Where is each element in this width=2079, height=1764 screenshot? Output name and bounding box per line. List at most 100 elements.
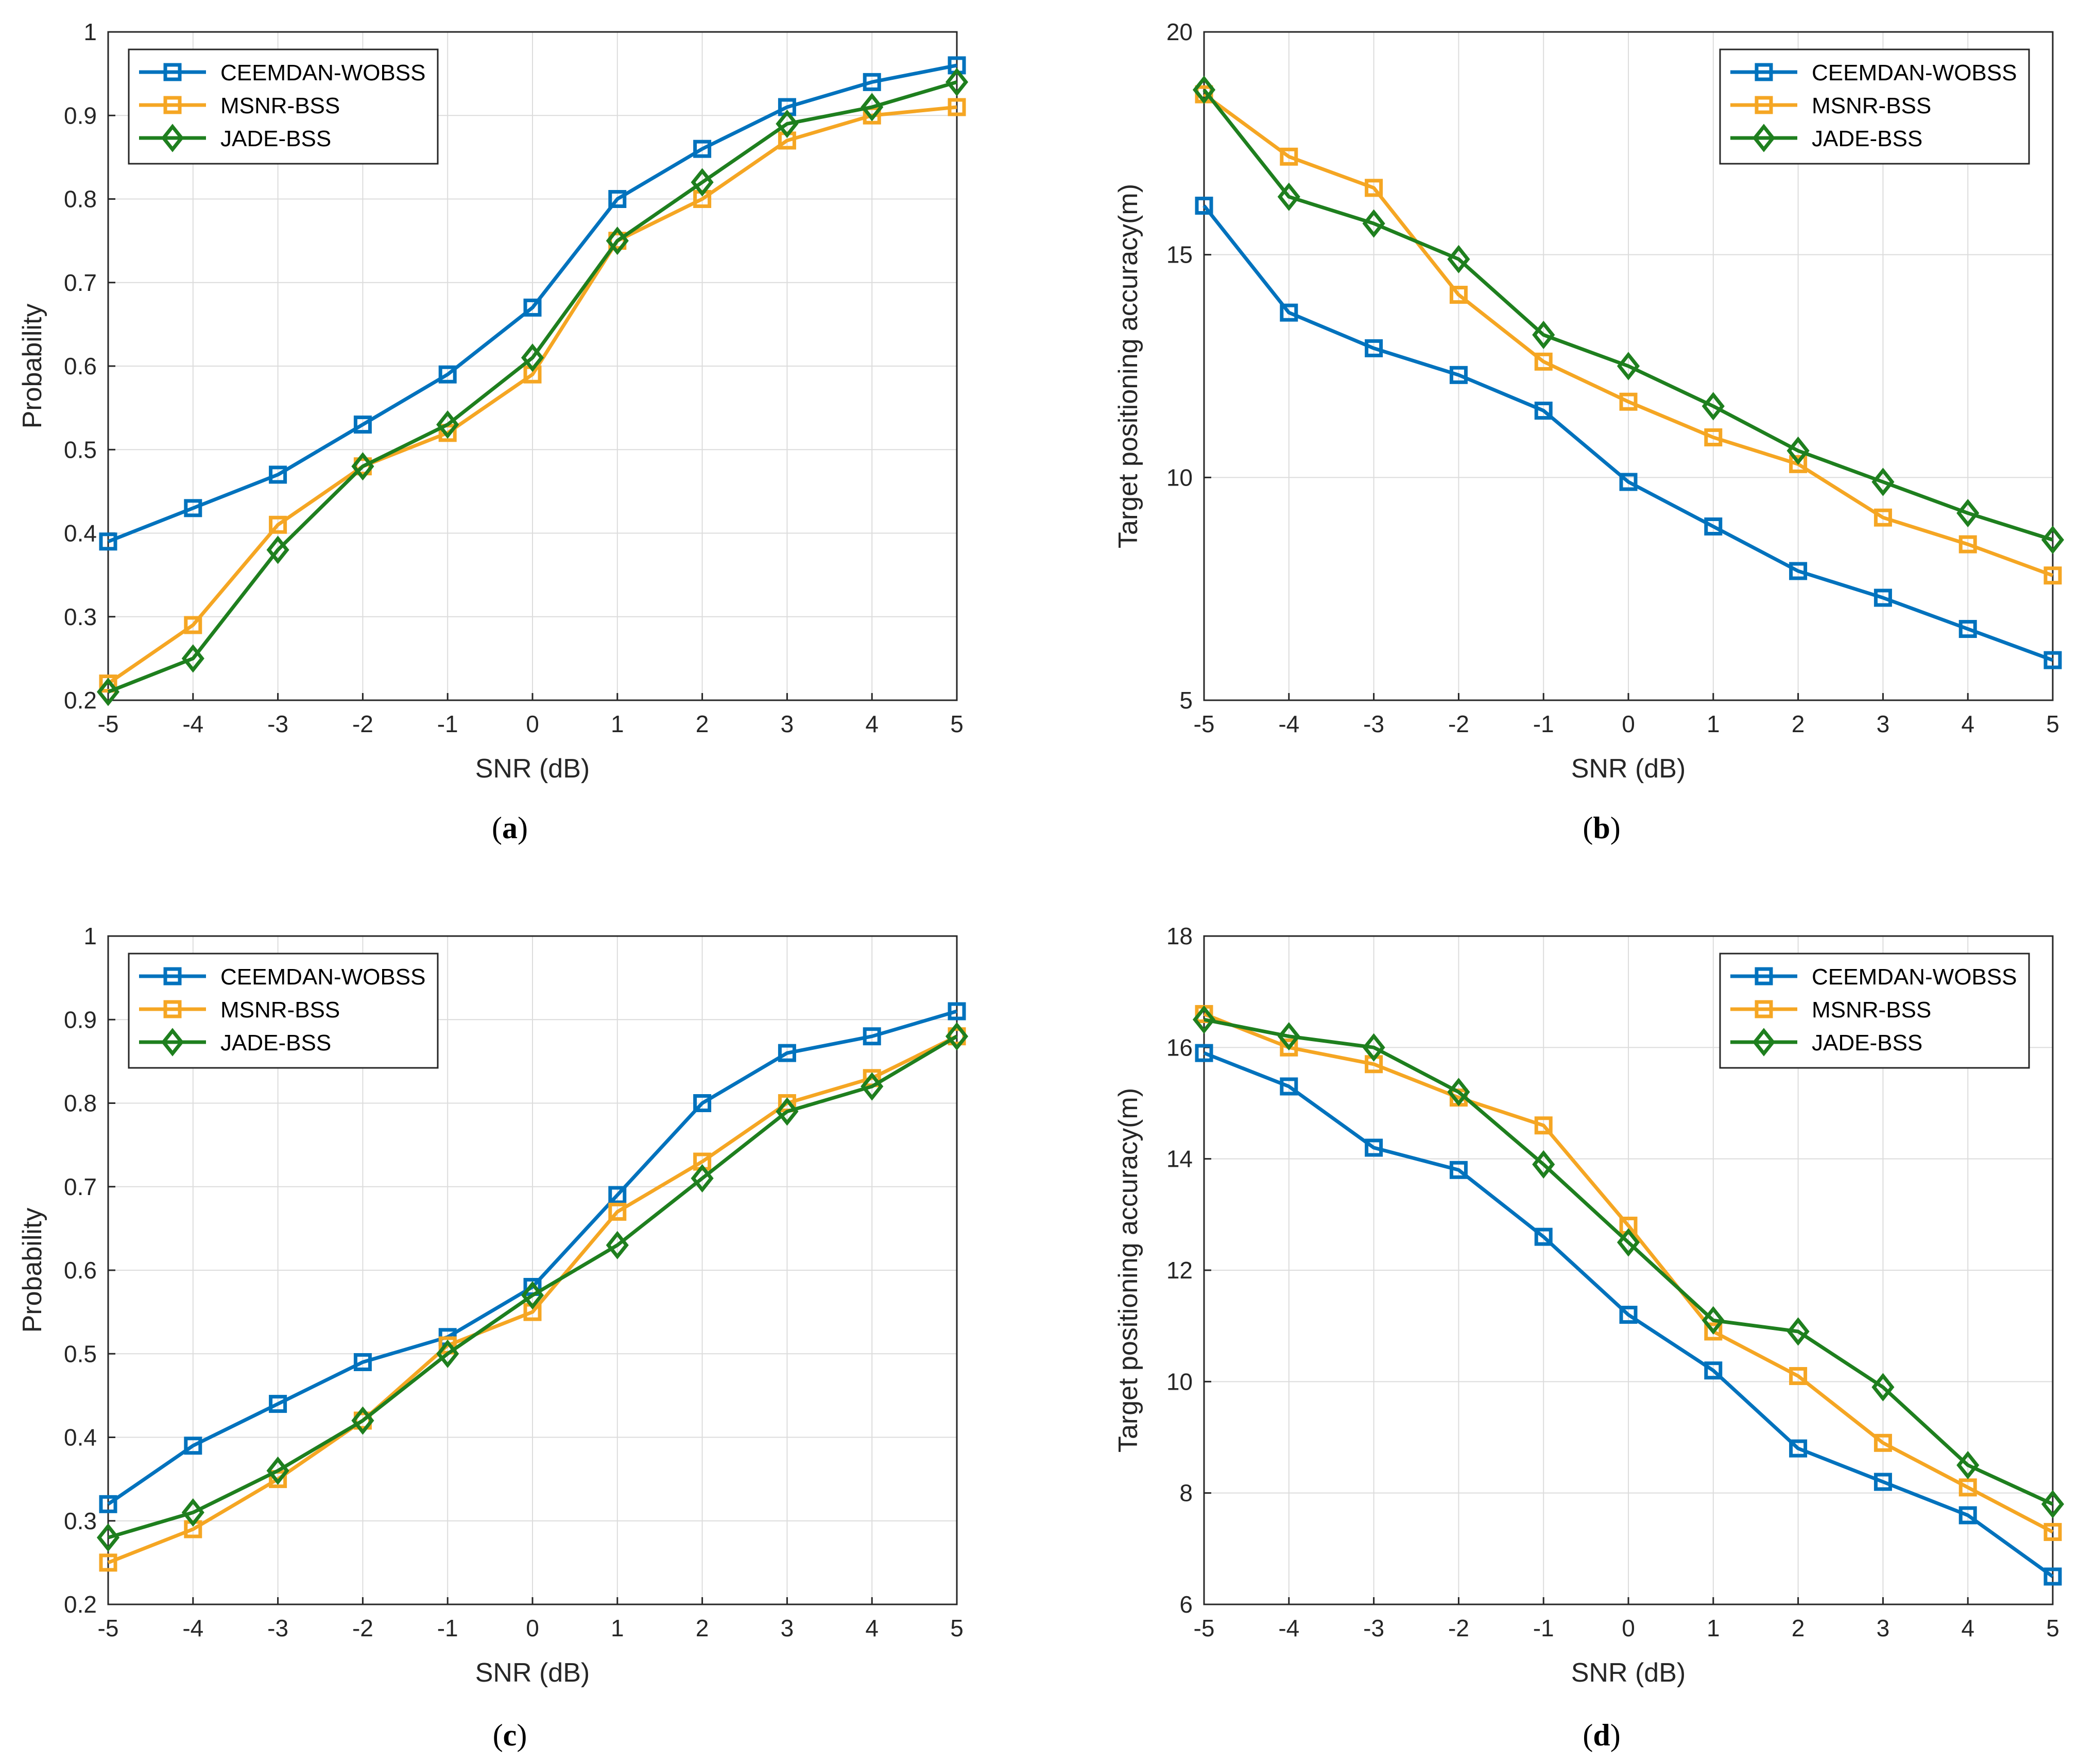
data-point <box>1871 1373 1895 1402</box>
data-point <box>181 1498 204 1527</box>
data-point <box>945 1022 969 1051</box>
legend-marker <box>163 63 182 81</box>
series-msnr-bss <box>1195 85 2062 585</box>
x-tick-label: -2 <box>1448 711 1469 737</box>
y-tick-label: 20 <box>1166 19 1193 45</box>
data-point <box>1789 455 1808 473</box>
data-point <box>608 1202 627 1221</box>
data-point <box>1786 1317 1810 1346</box>
series-jade-bss <box>96 1022 969 1552</box>
series-jade-bss <box>1192 75 2065 555</box>
x-tick-label: -2 <box>352 711 373 737</box>
y-axis-label: Target positioning accuracy(m) <box>1113 1088 1143 1452</box>
data-point <box>1280 1038 1298 1057</box>
data-point <box>778 1044 796 1062</box>
data-point <box>1874 589 1892 607</box>
series-line <box>1203 1051 2054 1578</box>
data-point <box>351 1406 374 1435</box>
data-point <box>1786 436 1810 465</box>
data-point <box>1958 535 1977 554</box>
data-point <box>1704 1361 1723 1380</box>
x-tick-label: 0 <box>526 711 539 737</box>
data-point <box>438 365 457 384</box>
data-point <box>353 416 372 434</box>
data-point <box>1192 75 1216 105</box>
data-point <box>266 1456 289 1485</box>
legend-marker <box>1755 967 1773 985</box>
data-point <box>1447 1078 1470 1106</box>
data-point <box>1789 1367 1808 1386</box>
legend-label: MSNR-BSS <box>1812 93 1931 118</box>
data-point <box>2043 1523 2062 1541</box>
data-point <box>99 1495 117 1513</box>
panel-caption: (c) <box>493 1718 527 1752</box>
legend-marker <box>163 96 182 114</box>
data-point <box>608 190 627 208</box>
chart-panel-c: -5 -4 -3 -2 -1 0 1 2 3 4 5 0.2 0.3 0.4 0.5 0.6 0.7 0.8 0.9… <box>18 923 969 1752</box>
data-point <box>2043 1567 2062 1586</box>
series-line <box>1202 89 2054 542</box>
legend-marker <box>161 1028 184 1057</box>
x-tick-label: 1 <box>1707 711 1720 737</box>
legend: CEEMDAN-WOBSS MSNR-BSS JADE-BSS <box>128 48 439 165</box>
series-line <box>107 63 957 543</box>
x-tick-label: -2 <box>1448 1615 1469 1641</box>
x-tick-label: -1 <box>1533 711 1554 737</box>
legend-marker <box>1755 63 1773 81</box>
data-point <box>184 499 202 517</box>
data-point <box>1704 1322 1723 1341</box>
data-point <box>1280 147 1298 166</box>
x-tick-label: -4 <box>1278 1615 1299 1641</box>
x-tick-label: 1 <box>1707 1615 1720 1641</box>
series-jade-bss <box>96 67 969 706</box>
data-point <box>2043 566 2062 585</box>
data-point <box>184 616 202 634</box>
x-tick-label: 4 <box>1961 711 1974 737</box>
data-point <box>608 1186 627 1204</box>
x-tick-label: 0 <box>526 1615 539 1641</box>
series-line <box>1202 204 2054 662</box>
legend-label: JADE-BSS <box>1812 126 1922 151</box>
data-point <box>1277 182 1300 211</box>
panel-caption: (a) <box>492 811 528 845</box>
legend-label: CEEMDAN-WOBSS <box>1812 964 2017 990</box>
x-tick-label: 1 <box>611 711 624 737</box>
data-point <box>1789 1439 1808 1458</box>
x-tick-label: -5 <box>98 1615 119 1641</box>
data-point <box>1280 1077 1298 1096</box>
data-point <box>1365 339 1383 357</box>
legend: CEEMDAN-WOBSS MSNR-BSS JADE-BSS <box>128 953 439 1069</box>
x-tick-label: 5 <box>950 1615 964 1641</box>
x-axis-label: SNR (dB) <box>475 754 590 784</box>
y-tick-label: 1 <box>83 923 97 949</box>
data-point <box>1702 1306 1725 1335</box>
legend-marker <box>1755 1000 1773 1018</box>
series-line <box>107 1009 957 1506</box>
data-point <box>353 1353 372 1371</box>
data-point <box>436 1339 459 1368</box>
data-point <box>693 140 712 158</box>
x-tick-label: 0 <box>1622 1615 1635 1641</box>
x-tick-label: -1 <box>1533 1615 1554 1641</box>
y-tick-label: 0.2 <box>64 1591 97 1618</box>
data-point <box>1704 517 1723 536</box>
x-tick-label: 4 <box>865 1615 879 1641</box>
data-point <box>184 1437 202 1455</box>
series-ceemdan-wobss <box>1195 196 2062 669</box>
x-tick-label: 3 <box>781 1615 794 1641</box>
data-point <box>96 678 120 706</box>
x-tick-label: 2 <box>696 1615 709 1641</box>
series-ceemdan-wobss <box>1195 1044 2062 1586</box>
y-tick-label: 10 <box>1166 1368 1193 1395</box>
x-tick-label: -3 <box>1363 1615 1384 1641</box>
x-tick-label: -5 <box>1194 711 1215 737</box>
data-point <box>521 1281 544 1310</box>
x-tick-label: 0 <box>1622 711 1635 737</box>
data-point <box>1534 1116 1553 1135</box>
data-point <box>1277 1022 1300 1051</box>
x-tick-label: -1 <box>437 711 458 737</box>
y-tick-label: 0.9 <box>64 102 97 129</box>
legend: CEEMDAN-WOBSS MSNR-BSS JADE-BSS <box>1719 48 2030 165</box>
y-axis-label: Probability <box>18 1208 47 1333</box>
